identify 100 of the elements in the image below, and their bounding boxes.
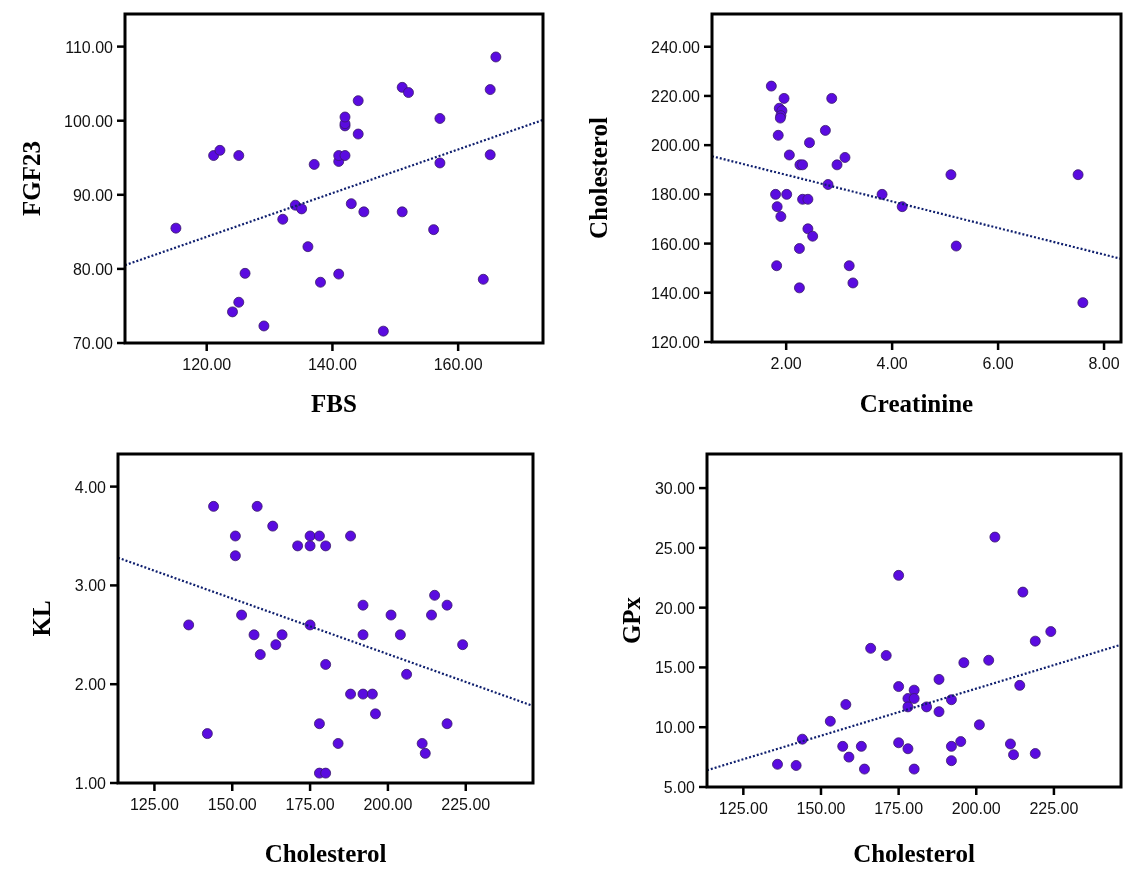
point [248,629,260,641]
point [315,276,326,288]
point [233,296,245,308]
point [781,188,793,200]
x-tick-label: 150.00 [796,800,846,817]
y-tick-label: 240.00 [651,38,701,56]
y-axis-title: KL [28,600,55,637]
point [320,540,332,552]
point [865,642,877,654]
point [802,193,814,205]
point [357,688,369,700]
point [366,688,378,700]
y-axis-title: Cholesterol [585,117,612,239]
point [296,203,308,215]
point [403,87,414,98]
point [955,736,967,747]
x-tick-label: 200.00 [363,796,413,813]
y-tick-label: 220.00 [651,87,701,105]
point [332,738,344,749]
y-tick-label: 200.00 [651,137,701,155]
point [771,201,783,213]
x-tick-label: 200.00 [951,800,1001,817]
point [345,688,356,700]
point [989,531,1001,543]
y-tick-label: 80.00 [72,260,114,278]
point [1029,748,1041,759]
point [358,206,370,218]
point [876,188,888,200]
y-tick-label: 110.00 [65,38,114,56]
point [441,718,453,730]
y-tick-label: 70.00 [72,335,114,352]
x-tick-label: 150.00 [207,796,257,813]
point [239,267,251,279]
point [477,273,489,285]
point [490,51,502,63]
point [394,629,406,641]
point [434,157,446,169]
y-tick-label: 10.00 [654,719,696,737]
point [1045,626,1057,637]
x-tick-label: 160.00 [433,356,483,373]
y-axis-title: GPx [618,596,645,645]
y-tick-label: 180.00 [651,186,701,204]
point [292,540,304,552]
point [839,152,851,163]
point [352,128,364,140]
point [267,520,279,532]
point [933,706,945,718]
point [933,673,945,685]
point [333,268,345,280]
point [385,609,397,621]
point [893,569,905,581]
point [946,755,957,767]
point [859,763,870,775]
point [441,599,453,611]
x-tick-label: 2.00 [770,355,802,372]
point [1017,586,1029,598]
point [416,738,428,749]
point [783,149,795,161]
point [214,144,226,156]
point [357,599,369,611]
point [277,213,289,225]
y-tick-label: 2.00 [74,676,107,694]
y-tick-label: 25.00 [654,539,696,557]
point [880,650,892,661]
point [233,150,245,161]
y-tick-label: 3.00 [74,577,107,595]
point [345,530,356,542]
point [946,694,957,706]
point [826,93,838,104]
point [958,657,970,669]
y-axis-title: FGF23 [18,141,45,216]
x-tick-label: 140.00 [307,356,357,373]
point [794,282,805,294]
point [802,223,814,235]
point [1014,679,1026,691]
point [771,260,783,272]
point [843,751,855,763]
point [908,763,920,775]
point [770,188,781,200]
point [254,649,266,660]
point [308,159,320,170]
point [973,719,985,731]
point [945,169,957,181]
point [819,124,831,136]
point [794,243,805,254]
point [270,639,282,651]
x-tick-label: 175.00 [874,800,924,817]
point [484,84,496,95]
point [377,325,389,337]
point [419,747,431,759]
point [352,95,364,107]
point [339,150,351,161]
point [345,198,357,210]
point [227,306,238,318]
point [457,639,469,651]
point [396,206,408,218]
point [320,659,332,670]
y-tick-label: 120.00 [651,334,701,351]
point [484,149,496,161]
y-tick-label: 1.00 [74,775,107,792]
